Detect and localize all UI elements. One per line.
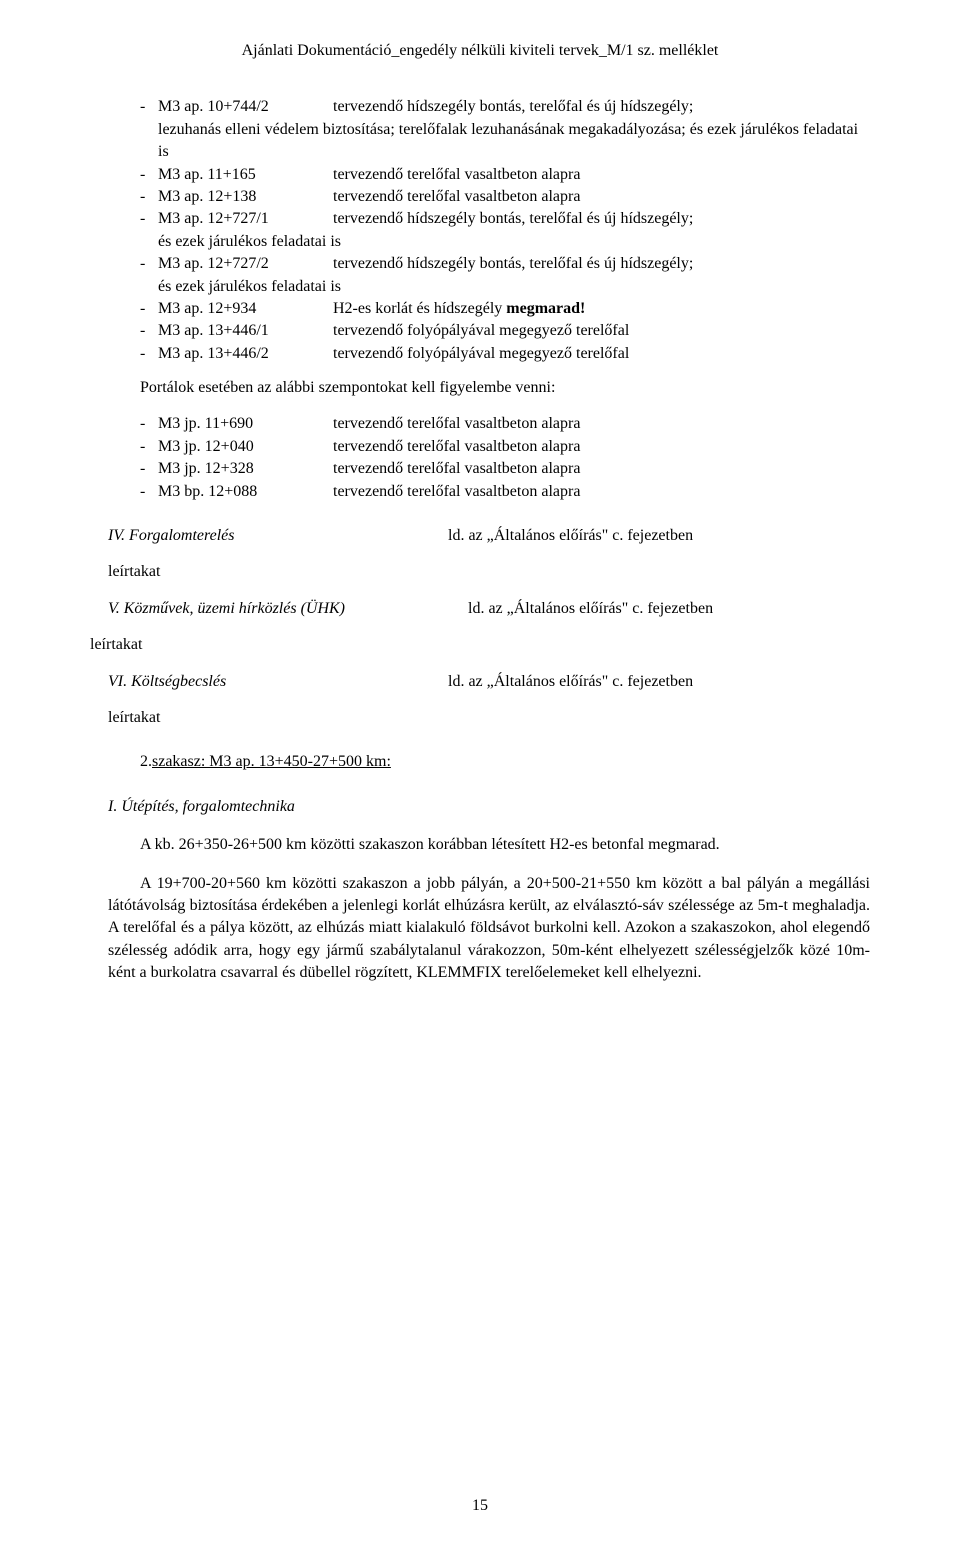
page-number: 15 bbox=[0, 1495, 960, 1517]
section-heading: 2.szakasz: M3 ap. 13+450-27+500 km: bbox=[140, 751, 870, 773]
item-desc: tervezendő terelőfal vasaltbeton alapra bbox=[333, 186, 870, 208]
dash-icon: - bbox=[140, 164, 158, 186]
roman-6-ref: ld. az „Általános előírás" c. fejezetben bbox=[448, 671, 870, 693]
item-desc: tervezendő hídszegély bontás, terelőfal … bbox=[333, 208, 870, 230]
roman-5-row: V. Közművek, üzemi hírközlés (ÜHK) ld. a… bbox=[108, 598, 870, 620]
document-page: Ajánlati Dokumentáció_engedély nélküli k… bbox=[0, 0, 960, 1543]
list-item: - M3 bp. 12+088 tervezendő terelőfal vas… bbox=[140, 481, 870, 503]
leirtakat-5: leírtakat bbox=[90, 634, 870, 656]
list-item: - M3 jp. 12+040 tervezendő terelőfal vas… bbox=[140, 436, 870, 458]
dash-icon: - bbox=[140, 320, 158, 342]
roman-4-title: IV. Forgalomterelés bbox=[108, 525, 448, 547]
item-label: M3 ap. 11+165 bbox=[158, 164, 333, 186]
item-wrap: lezuhanás elleni védelem biztosítása; te… bbox=[158, 119, 870, 164]
list-item: - M3 ap. 12+727/1 tervezendő hídszegély … bbox=[140, 208, 870, 230]
item-label: M3 jp. 11+690 bbox=[158, 413, 333, 435]
section-underline: szakasz: M3 ap. 13+450-27+500 km: bbox=[152, 753, 391, 770]
section-pre: 2. bbox=[140, 753, 152, 770]
dash-icon: - bbox=[140, 186, 158, 208]
leirtakat-6: leírtakat bbox=[108, 707, 870, 729]
dash-icon: - bbox=[140, 253, 158, 275]
page-header: Ajánlati Dokumentáció_engedély nélküli k… bbox=[90, 40, 870, 62]
dash-icon: - bbox=[140, 481, 158, 503]
item-desc-bold: megmarad! bbox=[506, 300, 585, 317]
roman-1-heading: I. Útépítés, forgalomtechnika bbox=[108, 796, 870, 818]
list-block-2: - M3 jp. 11+690 tervezendő terelőfal vas… bbox=[140, 413, 870, 503]
item-label: M3 bp. 12+088 bbox=[158, 481, 333, 503]
list-block-1: - M3 ap. 10+744/2 tervezendő hídszegély … bbox=[140, 96, 870, 365]
item-label: M3 ap. 12+934 bbox=[158, 298, 333, 320]
list-item: - M3 ap. 12+727/2 tervezendő hídszegély … bbox=[140, 253, 870, 275]
item-desc: tervezendő hídszegély bontás, terelőfal … bbox=[333, 96, 870, 118]
dash-icon: - bbox=[140, 343, 158, 365]
list-item: - M3 ap. 12+138 tervezendő terelőfal vas… bbox=[140, 186, 870, 208]
item-label: M3 ap. 10+744/2 bbox=[158, 96, 333, 118]
item-label: M3 ap. 12+727/2 bbox=[158, 253, 333, 275]
dash-icon: - bbox=[140, 458, 158, 480]
leirtakat-4: leírtakat bbox=[108, 561, 870, 583]
item-desc-pre: H2-es korlát és hídszegély bbox=[333, 300, 506, 317]
item-desc: tervezendő hídszegély bontás, terelőfal … bbox=[333, 253, 870, 275]
item-label: M3 ap. 12+138 bbox=[158, 186, 333, 208]
roman-6-title: VI. Költségbecslés bbox=[108, 671, 448, 693]
item-label: M3 ap. 12+727/1 bbox=[158, 208, 333, 230]
item-wrap: és ezek járulékos feladatai is bbox=[158, 276, 870, 298]
dash-icon: - bbox=[140, 436, 158, 458]
item-label: M3 jp. 12+040 bbox=[158, 436, 333, 458]
list-item: - M3 ap. 12+934 H2-es korlát és hídszegé… bbox=[140, 298, 870, 320]
roman-6-row: VI. Költségbecslés ld. az „Általános elő… bbox=[108, 671, 870, 693]
item-desc: H2-es korlát és hídszegély megmarad! bbox=[333, 298, 870, 320]
roman-4-row: IV. Forgalomterelés ld. az „Általános el… bbox=[108, 525, 870, 547]
list-item: - M3 jp. 11+690 tervezendő terelőfal vas… bbox=[140, 413, 870, 435]
body-paragraph-1: A kb. 26+350-26+500 km közötti szakaszon… bbox=[108, 834, 870, 856]
item-label: M3 ap. 13+446/1 bbox=[158, 320, 333, 342]
roman-5-ref: ld. az „Általános előírás" c. fejezetben bbox=[468, 598, 870, 620]
list-item: - M3 jp. 12+328 tervezendő terelőfal vas… bbox=[140, 458, 870, 480]
item-desc: tervezendő terelőfal vasaltbeton alapra bbox=[333, 413, 870, 435]
item-label: M3 ap. 13+446/2 bbox=[158, 343, 333, 365]
dash-icon: - bbox=[140, 208, 158, 230]
item-wrap: és ezek járulékos feladatai is bbox=[158, 231, 870, 253]
item-desc: tervezendő folyópályával megegyező terel… bbox=[333, 320, 870, 342]
item-desc: tervezendő terelőfal vasaltbeton alapra bbox=[333, 458, 870, 480]
list-item: - M3 ap. 13+446/2 tervezendő folyópályáv… bbox=[140, 343, 870, 365]
item-desc: tervezendő terelőfal vasaltbeton alapra bbox=[333, 436, 870, 458]
dash-icon: - bbox=[140, 413, 158, 435]
list-item: - M3 ap. 11+165 tervezendő terelőfal vas… bbox=[140, 164, 870, 186]
paragraph-portal: Portálok esetében az alábbi szempontokat… bbox=[140, 377, 870, 399]
roman-5-title: V. Közművek, üzemi hírközlés (ÜHK) bbox=[108, 598, 468, 620]
dash-icon: - bbox=[140, 298, 158, 320]
item-label: M3 jp. 12+328 bbox=[158, 458, 333, 480]
roman-4-ref: ld. az „Általános előírás" c. fejezetben bbox=[448, 525, 870, 547]
list-item: - M3 ap. 10+744/2 tervezendő hídszegély … bbox=[140, 96, 870, 118]
item-desc: tervezendő folyópályával megegyező terel… bbox=[333, 343, 870, 365]
item-desc: tervezendő terelőfal vasaltbeton alapra bbox=[333, 481, 870, 503]
list-item: - M3 ap. 13+446/1 tervezendő folyópályáv… bbox=[140, 320, 870, 342]
dash-icon: - bbox=[140, 96, 158, 118]
body-paragraph-2: A 19+700-20+560 km közötti szakaszon a j… bbox=[108, 873, 870, 985]
item-desc: tervezendő terelőfal vasaltbeton alapra bbox=[333, 164, 870, 186]
